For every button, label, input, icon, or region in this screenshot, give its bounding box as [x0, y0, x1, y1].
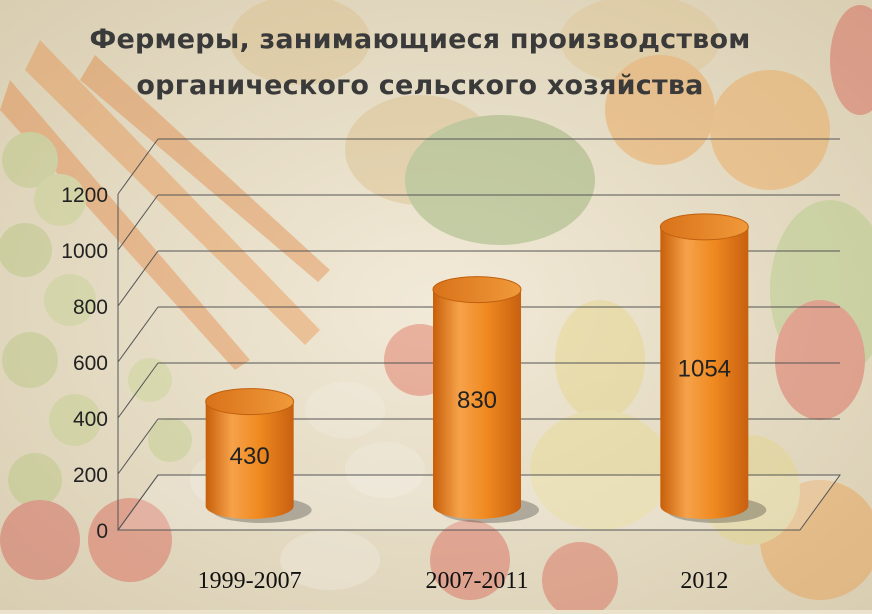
bar-body [433, 289, 521, 519]
chart-title-line-2: органического сельского хозяйства [136, 70, 704, 101]
bars: 430 830 1054 [205, 213, 767, 523]
bar-top [659, 213, 749, 241]
y-tick-label: 600 [73, 352, 108, 375]
y-tick-label: 0 [96, 520, 108, 543]
gridline-side [117, 194, 159, 251]
gridline-side [117, 418, 159, 475]
gridline-side [117, 138, 159, 195]
bar-2: 830 [432, 276, 539, 523]
bar-1: 430 [205, 388, 312, 523]
data-label: 430 [230, 443, 270, 470]
x-axis-ticks: 1999-2007 2007-2011 2012 [198, 568, 729, 594]
y-tick-label: 200 [73, 464, 108, 487]
data-label: 830 [457, 387, 497, 414]
y-tick-label: 1000 [61, 240, 108, 263]
x-tick-label: 2007-2011 [425, 568, 528, 594]
data-label: 1054 [678, 355, 731, 382]
bar-body [660, 226, 749, 519]
gridline-side [117, 306, 159, 363]
y-tick-label: 400 [73, 408, 108, 431]
gridline-side [117, 362, 159, 419]
y-tick-label: 1200 [61, 184, 108, 207]
bar-top [432, 276, 522, 304]
y-tick-label: 800 [73, 296, 108, 319]
x-tick-label: 1999-2007 [198, 568, 302, 594]
chart-title-line-1: Фермеры, занимающиеся производством [89, 24, 751, 55]
x-tick-label: 2012 [680, 568, 728, 594]
bar-body [205, 401, 294, 519]
gridline-side [117, 250, 159, 307]
y-axis-ticks: 0 200 400 600 800 1000 1200 [61, 184, 108, 543]
bar-top [205, 388, 295, 416]
bar-3: 1054 [659, 213, 767, 523]
gridline-side [117, 474, 159, 531]
